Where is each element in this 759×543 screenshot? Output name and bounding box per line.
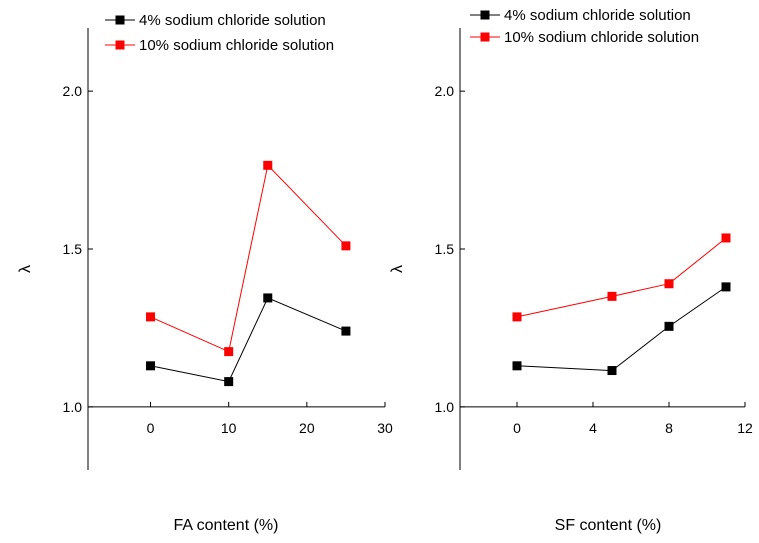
legend-label: 10% sodium chloride solution [504,29,699,46]
y-tick-label: 2.0 [63,83,83,99]
data-point [512,312,522,322]
x-tick-label: 12 [737,420,753,436]
y-axis-title: λ [17,265,34,273]
x-axis-title: SF content (%) [555,517,662,534]
legend-label: 4% sodium chloride solution [504,7,691,24]
series-line-1 [516,286,727,372]
legend-marker [115,15,125,25]
data-point [263,293,273,303]
x-tick-label: 0 [513,420,521,436]
data-point [607,291,617,301]
data-point [721,233,731,243]
legend-entry-2: 10% sodium chloride solution [105,37,334,54]
chart-panel-2: 1.0 1.5 2.0 0 4 8 12 SF content (%) λ 4% sodium c… [389,7,753,534]
data-point [664,279,674,289]
x-tick-label: 20 [299,420,315,436]
data-point [721,282,731,292]
legend-label: 4% sodium chloride solution [139,12,326,29]
data-point [341,241,351,251]
data-point [146,361,156,371]
data-point [224,347,234,357]
legend-marker [480,10,490,20]
y-tick-label: 1.5 [63,241,83,257]
data-point [664,321,674,331]
y-tick-label: 1.0 [63,399,83,415]
legend-entry-1: 4% sodium chloride solution [470,7,691,24]
data-point [146,312,156,322]
legend-entry-2: 10% sodium chloride solution [470,29,699,46]
x-axis-title: FA content (%) [174,517,279,534]
legend-marker [480,32,490,42]
y-tick-label: 1.0 [435,399,455,415]
legend-marker [115,40,125,50]
x-tick-label: 10 [221,420,237,436]
data-point [512,361,522,371]
y-axis-title: λ [389,265,406,273]
data-point [263,160,273,170]
legend-entry-1: 4% sodium chloride solution [105,12,326,29]
x-tick-label: 4 [589,420,597,436]
y-tick-label: 2.0 [435,83,455,99]
chart-panel-1: 1.0 1.5 2.0 0 10 20 30 FA content (%) λ 4% sodium… [17,12,393,534]
series-line-2 [516,237,727,318]
data-point [224,377,234,387]
legend-label: 10% sodium chloride solution [139,37,334,54]
series-line-2 [150,164,347,353]
x-tick-label: 8 [665,420,673,436]
x-tick-label: 30 [377,420,393,436]
y-tick-label: 1.5 [435,241,455,257]
data-point [607,366,617,376]
data-point [341,326,351,336]
x-tick-label: 0 [147,420,155,436]
series-line-1 [150,297,347,383]
